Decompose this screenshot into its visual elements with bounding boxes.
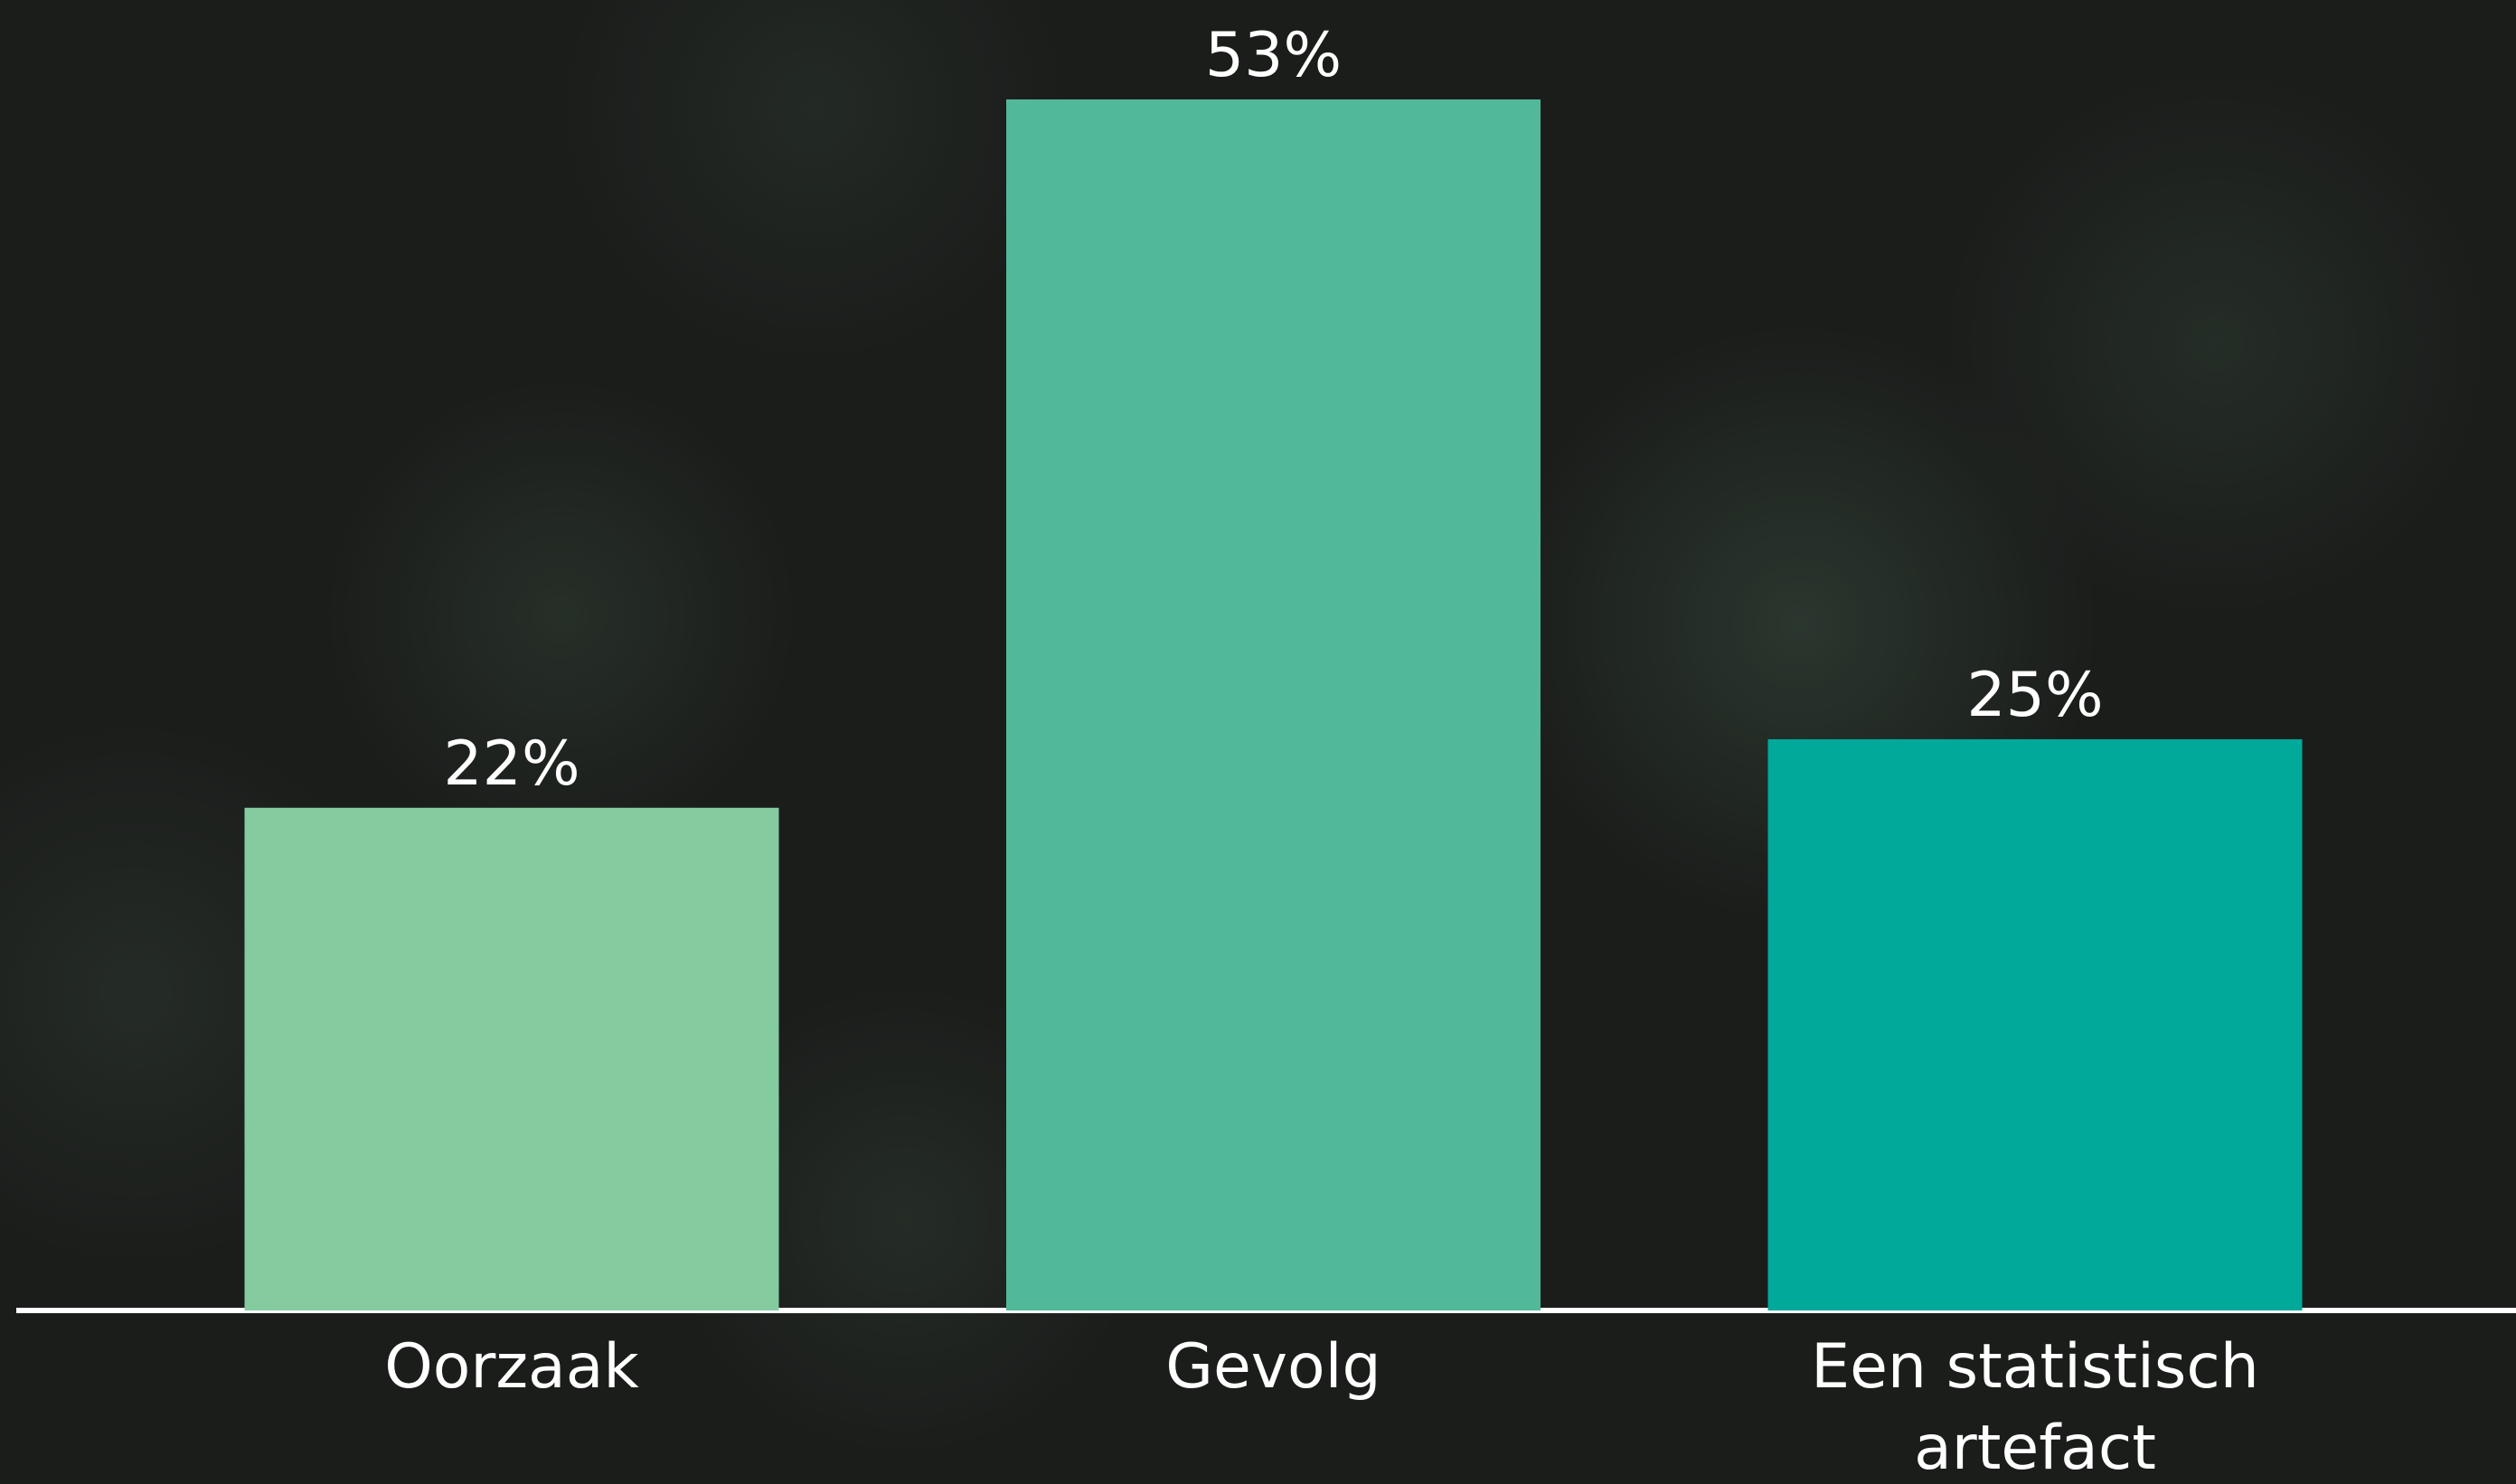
x-tick-label: Een statistisch artefact	[1746, 1327, 2324, 1484]
chart-canvas: 22% 53% 25%	[0, 0, 2516, 1484]
value-label: 53%	[1205, 20, 1342, 91]
bar	[1006, 99, 1541, 1310]
chart: 22% 53% 25% Oorzaak Gevolg Een statistisch a…	[0, 0, 2516, 1484]
bar	[245, 808, 779, 1310]
x-tick-label: Gevolg	[985, 1327, 1563, 1408]
bar	[1768, 739, 2303, 1310]
value-label: 25%	[1966, 660, 2103, 731]
x-tick-label: Oorzaak	[222, 1327, 801, 1408]
value-label: 22%	[443, 728, 580, 800]
